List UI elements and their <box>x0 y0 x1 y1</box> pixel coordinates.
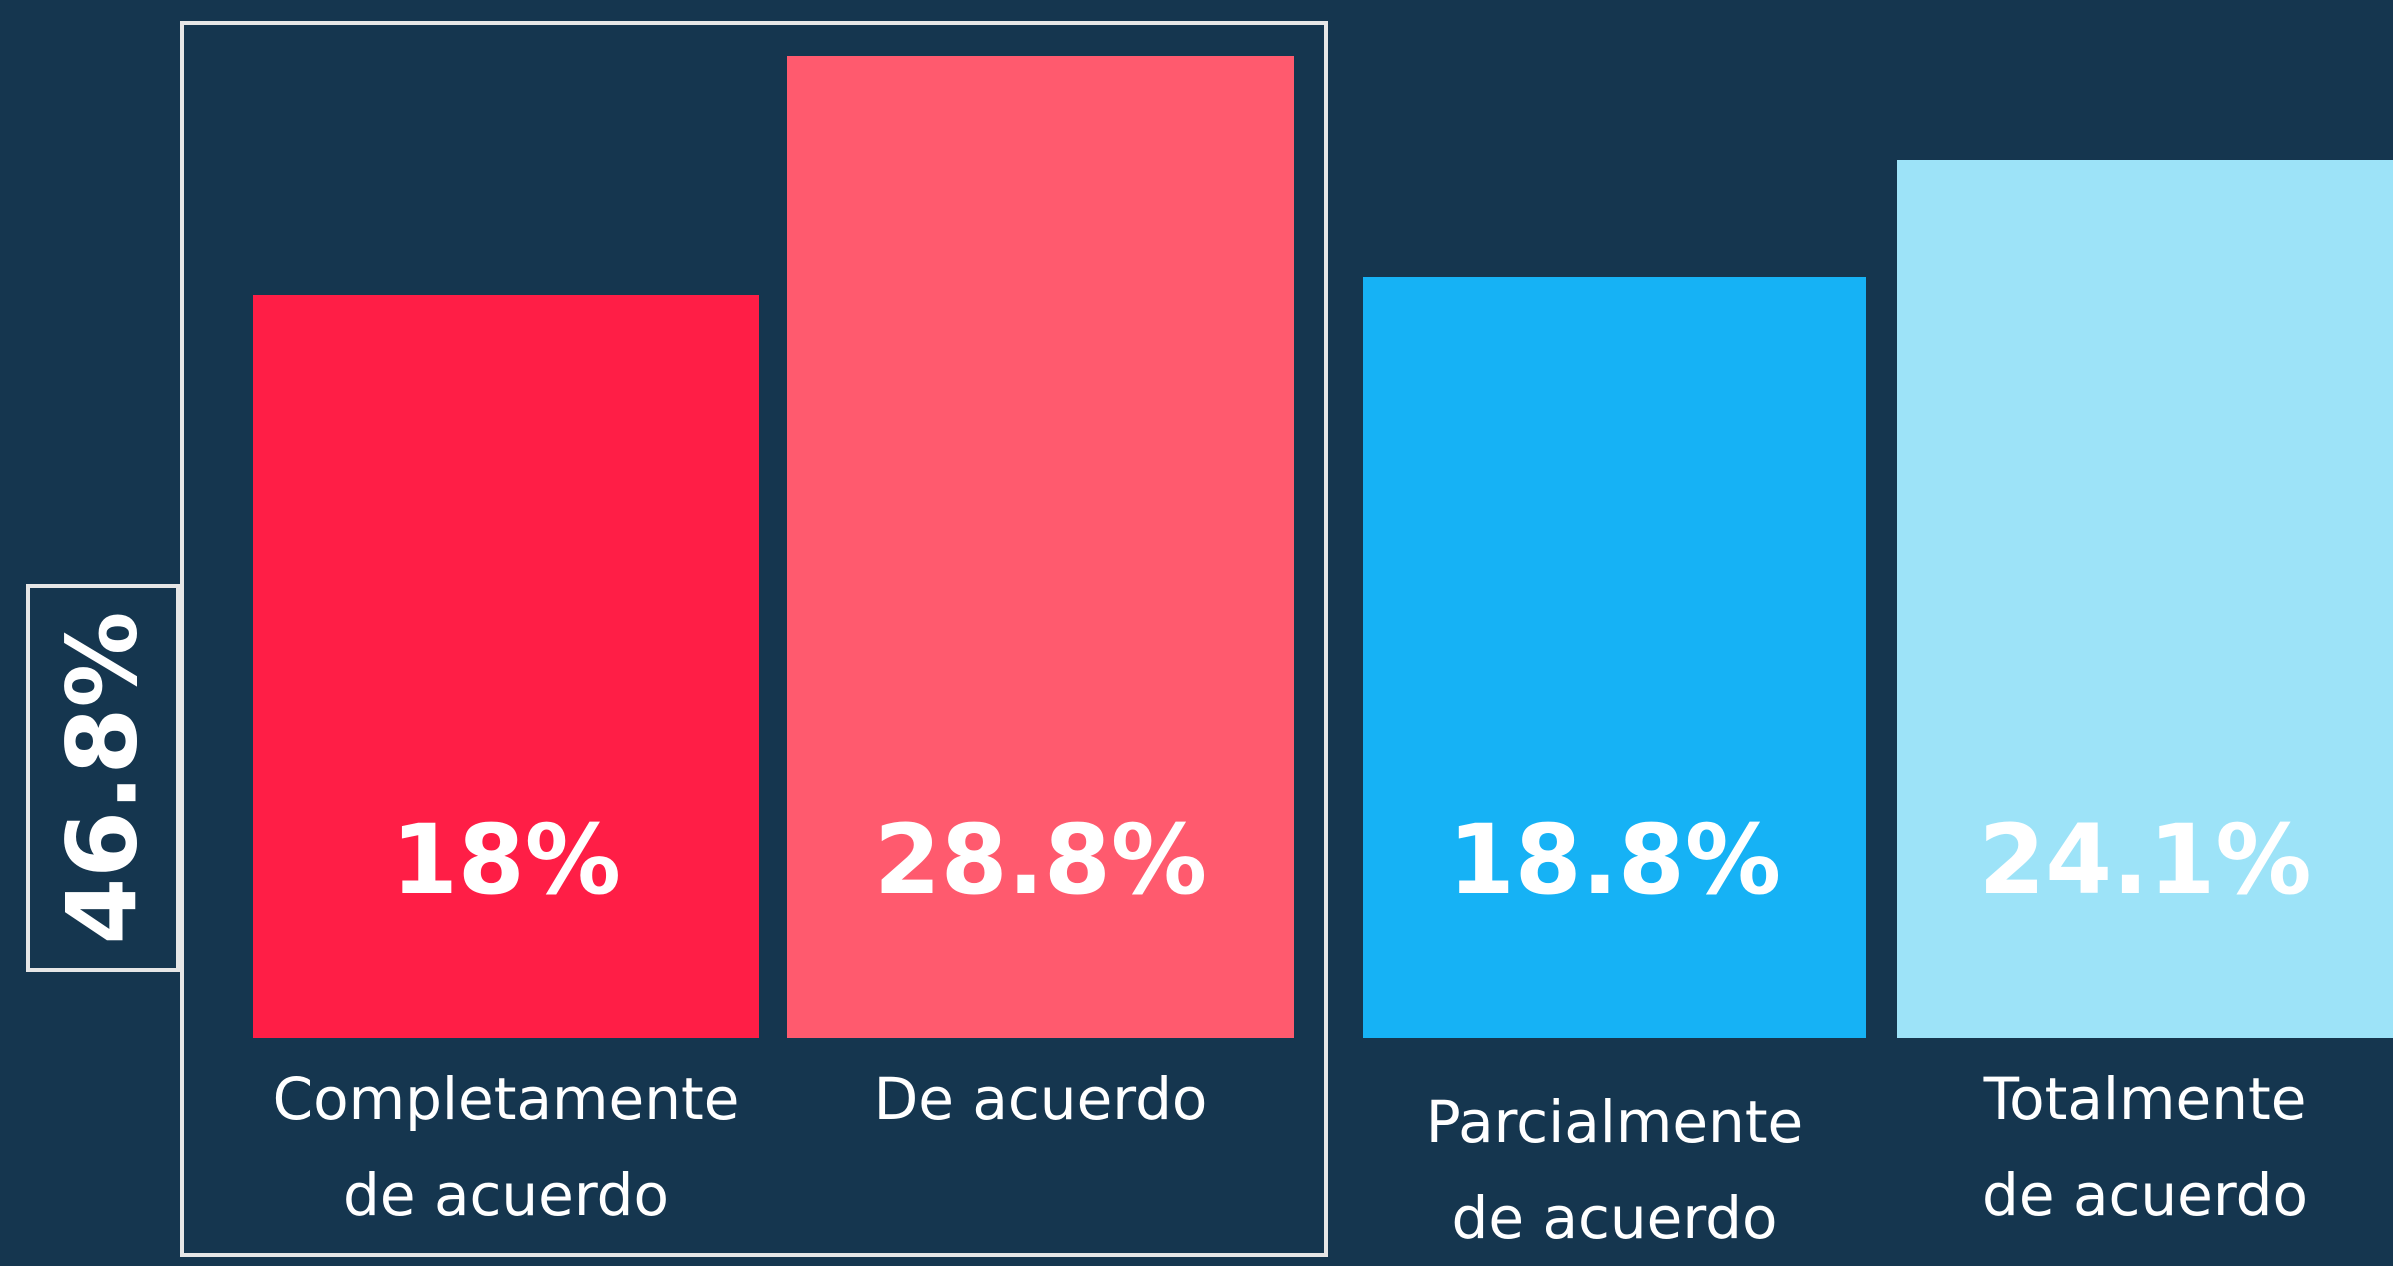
category-label: Totalmente de acuerdo <box>1982 1065 2308 1229</box>
bar <box>1363 276 1866 1038</box>
value-label: 18% <box>391 804 621 916</box>
category-label: Completamente de acuerdo <box>272 1065 740 1229</box>
category-label: De acuerdo <box>873 1065 1208 1133</box>
group-bracket <box>180 21 1328 1257</box>
value-label: 18.8% <box>1447 804 1782 916</box>
bar <box>1897 159 2393 1038</box>
category-label: Parcialmente de acuerdo <box>1425 1088 1804 1252</box>
value-label: 28.8% <box>873 804 1208 916</box>
bar <box>787 55 1294 1038</box>
total-box: 46.8% <box>26 584 180 972</box>
total-annotation: 46.8% <box>47 611 160 945</box>
bar <box>253 294 759 1038</box>
value-label: 24.1% <box>1978 804 2312 916</box>
